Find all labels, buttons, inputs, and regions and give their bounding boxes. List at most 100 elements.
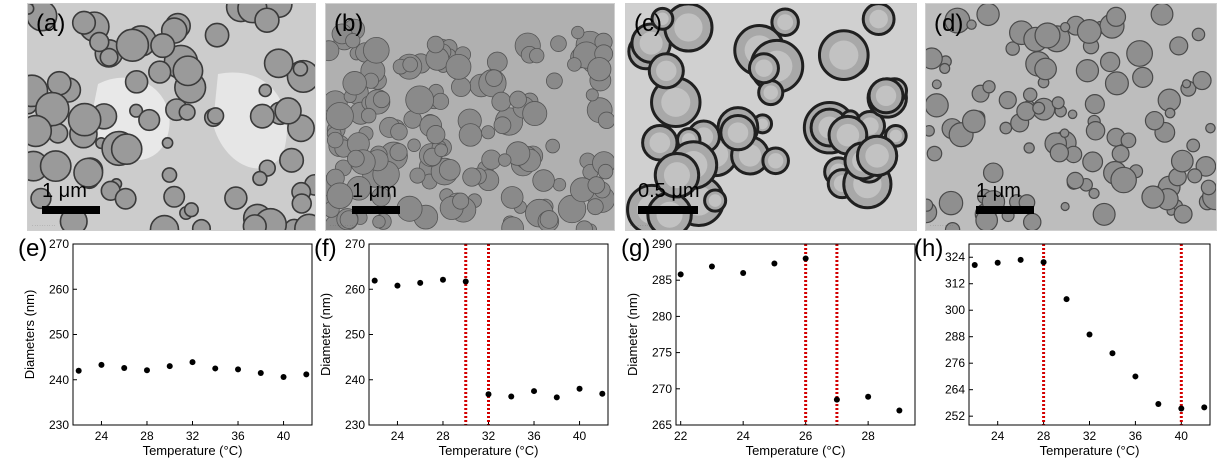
particle <box>501 216 524 230</box>
x-tick-label: 32 <box>482 429 496 443</box>
y-tick-label: 265 <box>652 418 672 432</box>
plot-label-f: (f) <box>314 235 337 262</box>
vesicle <box>242 214 267 230</box>
shell-core <box>663 162 690 189</box>
dot-particle <box>1144 110 1165 131</box>
particle <box>451 76 472 97</box>
y-tick-label: 230 <box>345 418 365 432</box>
y-tick-label: 252 <box>945 409 965 423</box>
x-axis-label: Temperature (°C) <box>439 443 539 458</box>
vesicle <box>183 202 199 218</box>
vesicle <box>28 4 58 32</box>
dot-particle <box>1126 40 1153 67</box>
particle <box>498 153 512 167</box>
dot-particle <box>1186 138 1201 153</box>
data-point <box>371 277 378 284</box>
y-tick-label: 230 <box>49 418 69 432</box>
particle <box>552 177 567 192</box>
particle <box>326 182 354 209</box>
particle <box>342 71 367 96</box>
data-point <box>394 282 401 289</box>
particle <box>405 85 435 115</box>
particle <box>509 90 527 109</box>
y-tick-label: 264 <box>945 383 965 397</box>
tem-label-a: (a) <box>36 10 66 37</box>
vesicle <box>39 150 72 183</box>
tem-image-a <box>28 4 315 230</box>
particle <box>345 33 361 49</box>
data-point <box>257 369 264 376</box>
vesicle <box>178 103 196 121</box>
data-point <box>280 374 287 381</box>
x-axis-label: Temperature (°C) <box>1040 443 1140 458</box>
plot-panel-h: (h) 24 28 32 36 40 252 264 276 288 300 312 324 Tempe… <box>914 235 1216 467</box>
plot-frame <box>675 243 916 426</box>
shell-core <box>656 60 677 82</box>
vesicle <box>252 170 268 187</box>
particle <box>587 176 606 194</box>
x-tick-label: 40 <box>277 429 291 443</box>
y-axis-label: Diameter (nm) <box>625 293 640 376</box>
dot-particle <box>1032 101 1046 115</box>
vesicle <box>254 7 280 33</box>
x-tick-label: 36 <box>231 429 245 443</box>
shell-core <box>755 59 773 77</box>
tem-panel-b: (b) 1 μm · · · · · · · · · · <box>325 3 615 231</box>
y-axis-label: Diameter (nm) <box>318 293 333 376</box>
vesicle <box>114 187 137 210</box>
y-tick-label: 260 <box>345 282 365 296</box>
data-point <box>1201 404 1208 411</box>
dot-particle <box>1120 132 1137 149</box>
particle <box>402 56 418 73</box>
y-tick-label: 280 <box>652 309 672 323</box>
y-tick-label: 270 <box>345 237 365 251</box>
x-tick-label: 22 <box>674 429 688 443</box>
dot-particle <box>1022 212 1042 230</box>
data-point <box>865 393 872 400</box>
vesicle <box>172 55 204 87</box>
particle <box>445 53 472 80</box>
scatter-chart-e: 24 28 32 36 40 230 240 250 260 270 Temperature (°C… <box>22 237 313 458</box>
shell-core <box>708 194 722 207</box>
data-point <box>771 260 778 267</box>
dot-particle <box>961 109 986 134</box>
vesicle <box>224 186 248 210</box>
dot-particle <box>1110 166 1137 194</box>
particle <box>529 47 545 64</box>
particle <box>575 220 593 230</box>
y-tick-label: 260 <box>49 282 69 296</box>
vesicle <box>279 147 305 173</box>
shell-core <box>661 87 691 117</box>
x-tick-label: 40 <box>1175 429 1189 443</box>
vesicle <box>206 107 225 125</box>
dot-particle <box>1111 144 1130 163</box>
tem-label-c: (c) <box>634 10 662 37</box>
vesicle <box>73 157 104 188</box>
particle <box>426 125 446 145</box>
particle <box>426 35 445 54</box>
vesicle <box>263 48 294 79</box>
data-point <box>235 366 242 373</box>
particle <box>372 215 386 229</box>
particle <box>532 169 555 192</box>
y-tick-label: 288 <box>945 330 965 344</box>
vesicle <box>138 108 161 132</box>
plot-frame <box>368 243 609 426</box>
particle <box>327 131 344 149</box>
data-point <box>98 361 105 368</box>
vesicle <box>292 61 309 77</box>
data-point <box>485 391 492 398</box>
shell-core <box>727 122 749 143</box>
vesicle <box>163 185 186 208</box>
particle <box>586 198 604 216</box>
data-point <box>531 388 538 395</box>
particle <box>500 186 524 209</box>
tem-meta-c: · · · · · · · · · · <box>630 223 654 228</box>
plot-label-g: (g) <box>621 235 651 262</box>
data-point <box>417 279 424 286</box>
x-tick-label: 36 <box>527 429 541 443</box>
x-tick-label: 24 <box>736 429 750 443</box>
vesicle <box>67 102 102 137</box>
shell-core <box>869 9 888 29</box>
data-point <box>166 363 173 370</box>
